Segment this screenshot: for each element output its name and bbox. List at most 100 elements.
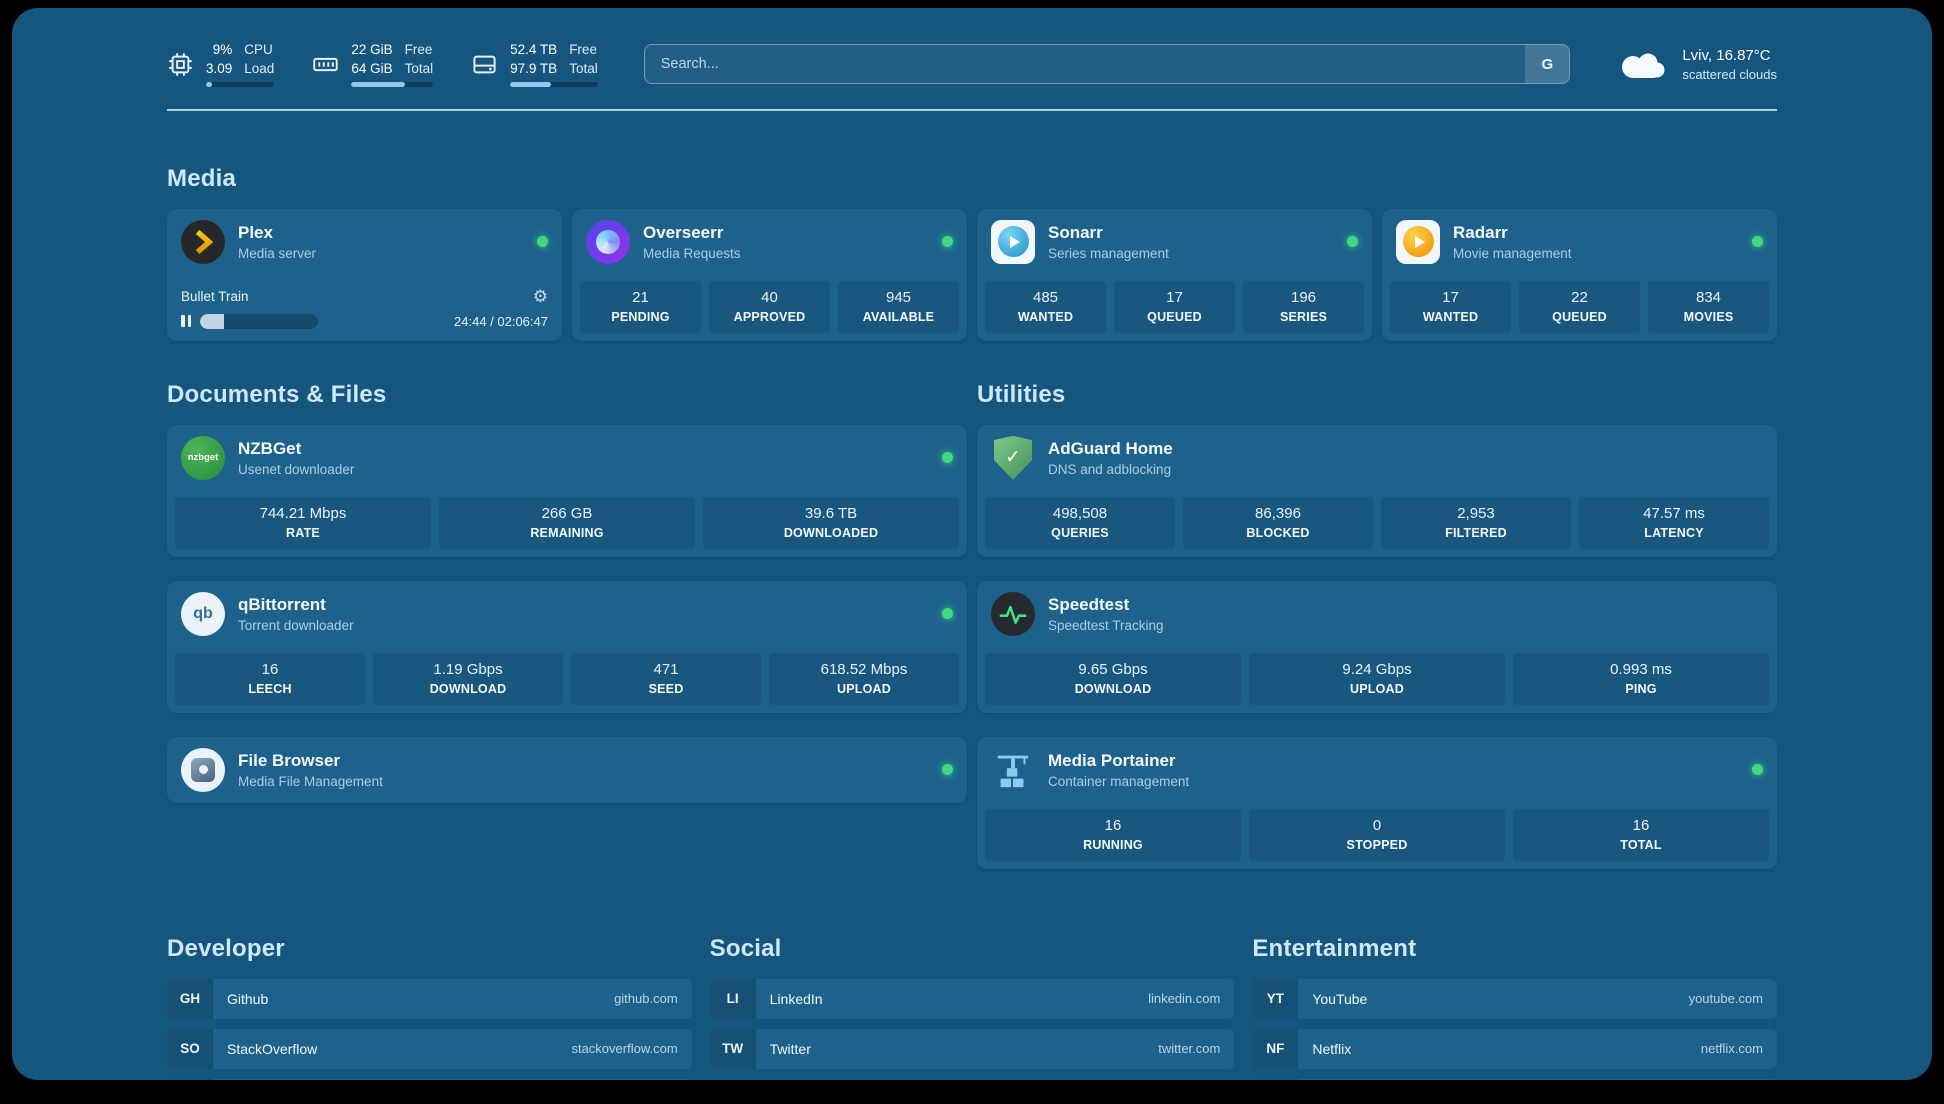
stat-tile: 40 APPROVED bbox=[709, 280, 830, 333]
bookmark-linkedin[interactable]: LI LinkedIn linkedin.com bbox=[709, 978, 1235, 1019]
bookmark-abbr: GH bbox=[167, 978, 213, 1019]
stat-value: 945 bbox=[885, 288, 912, 306]
bookmark-group-social: Social LI LinkedIn linkedin.com TW Twitt… bbox=[709, 934, 1235, 1080]
disk-usage-bar bbox=[510, 81, 598, 87]
stat-label: LATENCY bbox=[1644, 525, 1704, 540]
status-dot bbox=[537, 236, 548, 248]
stat-value: 16 bbox=[1632, 816, 1650, 834]
bookmark-netflix[interactable]: NF Netflix netflix.com bbox=[1252, 1028, 1777, 1069]
stat-tile: 0.993 ms PING bbox=[1513, 652, 1769, 705]
service-card-nzbget[interactable]: nzbget NZBGet Usenet downloader 744.21 M… bbox=[167, 424, 967, 557]
stat-tile: 39.6 TB DOWNLOADED bbox=[703, 496, 959, 549]
stat-tile: 17 QUEUED bbox=[1114, 280, 1235, 333]
stat-label: FILTERED bbox=[1445, 525, 1507, 540]
cpu-usage-value: 9% bbox=[212, 42, 233, 57]
stat-tile: 498,508 QUERIES bbox=[985, 496, 1175, 549]
stat-label: MOVIES bbox=[1683, 309, 1734, 324]
radarr-icon bbox=[1396, 219, 1440, 264]
weather-location-temp: Lviv, 16.87°C bbox=[1682, 46, 1771, 64]
stat-value: 618.52 Mbps bbox=[820, 660, 908, 678]
stat-tile: 16 TOTAL bbox=[1513, 808, 1769, 861]
service-name: Radarr bbox=[1453, 222, 1508, 242]
status-dot bbox=[1752, 236, 1763, 248]
search-provider-button[interactable]: G bbox=[1525, 45, 1570, 84]
service-card-overseerr[interactable]: Overseerr Media Requests 21 PENDING 40 A… bbox=[572, 208, 967, 341]
service-card-plex[interactable]: Plex Media server Bullet Train ⚙ bbox=[167, 208, 562, 341]
service-subtitle: Media server bbox=[238, 245, 317, 261]
cloud-icon bbox=[1622, 53, 1665, 79]
stat-label: WANTED bbox=[1017, 309, 1074, 324]
topbar: 9% 3.09 CPU Load bbox=[167, 42, 1777, 87]
overseerr-icon bbox=[586, 219, 630, 264]
stat-value: 47.57 ms bbox=[1643, 504, 1705, 522]
service-card-adguard[interactable]: ✓ AdGuard Home DNS and adblocking 498,50… bbox=[977, 424, 1777, 557]
stat-value: 17 bbox=[1166, 288, 1183, 306]
stat-tile: 86,396 BLOCKED bbox=[1183, 496, 1373, 549]
section-title-social: Social bbox=[709, 934, 782, 962]
stat-label: LEECH bbox=[248, 681, 292, 696]
gear-icon[interactable]: ⚙ bbox=[532, 286, 548, 306]
cpu-icon bbox=[167, 51, 194, 78]
stat-value: 22 bbox=[1571, 288, 1588, 306]
stat-value: 17 bbox=[1442, 288, 1459, 306]
bookmark-abbr: TW bbox=[709, 1028, 756, 1069]
stat-value: 266 GB bbox=[541, 504, 593, 522]
service-card-filebrowser[interactable]: File Browser Media File Management bbox=[167, 736, 967, 803]
stat-value: 2,953 bbox=[1457, 504, 1495, 522]
bookmark-reddit[interactable]: RE Reddit reddit.com bbox=[1252, 1078, 1777, 1080]
bookmark-stackoverflow[interactable]: SO StackOverflow stackoverflow.com bbox=[167, 1028, 692, 1069]
stat-tile: 9.24 Gbps UPLOAD bbox=[1249, 652, 1505, 705]
stat-value: 9.65 Gbps bbox=[1078, 660, 1148, 678]
stat-tile: 618.52 Mbps UPLOAD bbox=[769, 652, 959, 705]
stat-label: UPLOAD bbox=[837, 681, 891, 696]
memory-stat: 22 GiB 64 GiB Free Total bbox=[312, 42, 434, 87]
playback-time: 24:44 / 02:06:47 bbox=[454, 313, 548, 329]
pause-button[interactable] bbox=[181, 315, 191, 328]
service-card-qbittorrent[interactable]: qb qBittorrent Torrent downloader 16 LEE… bbox=[167, 580, 967, 713]
dashboard-panel: 9% 3.09 CPU Load bbox=[12, 8, 1932, 1080]
search-input[interactable] bbox=[644, 45, 1526, 84]
stat-label: TOTAL bbox=[1620, 837, 1662, 852]
cpu-usage-bar bbox=[206, 81, 275, 87]
stat-label: RATE bbox=[286, 525, 320, 540]
stat-value: 471 bbox=[653, 660, 679, 678]
system-stats: 9% 3.09 CPU Load bbox=[167, 42, 598, 87]
playback-progress-bar[interactable] bbox=[200, 313, 318, 329]
bookmark-domain: linkedin.com bbox=[1148, 991, 1221, 1007]
service-subtitle: Speedtest Tracking bbox=[1048, 617, 1164, 633]
service-card-portainer[interactable]: Media Portainer Container management 16 … bbox=[977, 736, 1777, 869]
service-card-radarr[interactable]: Radarr Movie management 17 WANTED 22 QUE… bbox=[1382, 208, 1777, 341]
service-card-speedtest[interactable]: Speedtest Speedtest Tracking 9.65 Gbps D… bbox=[977, 580, 1777, 713]
stat-value: 0 bbox=[1372, 816, 1382, 834]
weather-condition: scattered clouds bbox=[1682, 66, 1777, 82]
stat-label: QUEUED bbox=[1147, 309, 1202, 324]
service-subtitle: Media Requests bbox=[643, 245, 741, 261]
nzbget-icon: nzbget bbox=[181, 435, 225, 480]
bookmark-abbr: NF bbox=[1252, 1028, 1299, 1069]
stat-label: SERIES bbox=[1279, 309, 1328, 324]
service-subtitle: Torrent downloader bbox=[238, 617, 354, 633]
bookmark-abbr: RE bbox=[1252, 1078, 1299, 1080]
bookmark-name: Github bbox=[227, 990, 269, 1007]
service-name: AdGuard Home bbox=[1048, 438, 1173, 458]
stat-value: 16 bbox=[261, 660, 279, 678]
bookmark-domain: netflix.com bbox=[1700, 1041, 1763, 1057]
stat-tile: 16 LEECH bbox=[175, 652, 365, 705]
service-name: NZBGet bbox=[238, 438, 302, 458]
stat-tile: 16 RUNNING bbox=[985, 808, 1241, 861]
stat-tile: 9.65 Gbps DOWNLOAD bbox=[985, 652, 1241, 705]
bookmark-youtube[interactable]: YT YouTube youtube.com bbox=[1252, 978, 1777, 1019]
bookmark-dev[interactable]: DT DEV dev.to bbox=[167, 1078, 692, 1080]
memory-free-value: 22 GiB bbox=[351, 42, 393, 57]
bookmark-twitter[interactable]: TW Twitter twitter.com bbox=[709, 1028, 1235, 1069]
bookmark-github[interactable]: GH Github github.com bbox=[167, 978, 692, 1019]
service-name: Media Portainer bbox=[1048, 750, 1176, 770]
qbittorrent-icon: qb bbox=[181, 591, 225, 636]
bookmark-domain: stackoverflow.com bbox=[571, 1041, 678, 1057]
section-title-developer: Developer bbox=[167, 934, 285, 962]
stat-label: DOWNLOAD bbox=[1074, 681, 1152, 696]
service-card-sonarr[interactable]: Sonarr Series management 485 WANTED 17 Q… bbox=[977, 208, 1372, 341]
bookmark-name: Twitter bbox=[769, 1040, 811, 1057]
disk-free-label: Free bbox=[569, 42, 597, 57]
stat-label: BLOCKED bbox=[1246, 525, 1310, 540]
